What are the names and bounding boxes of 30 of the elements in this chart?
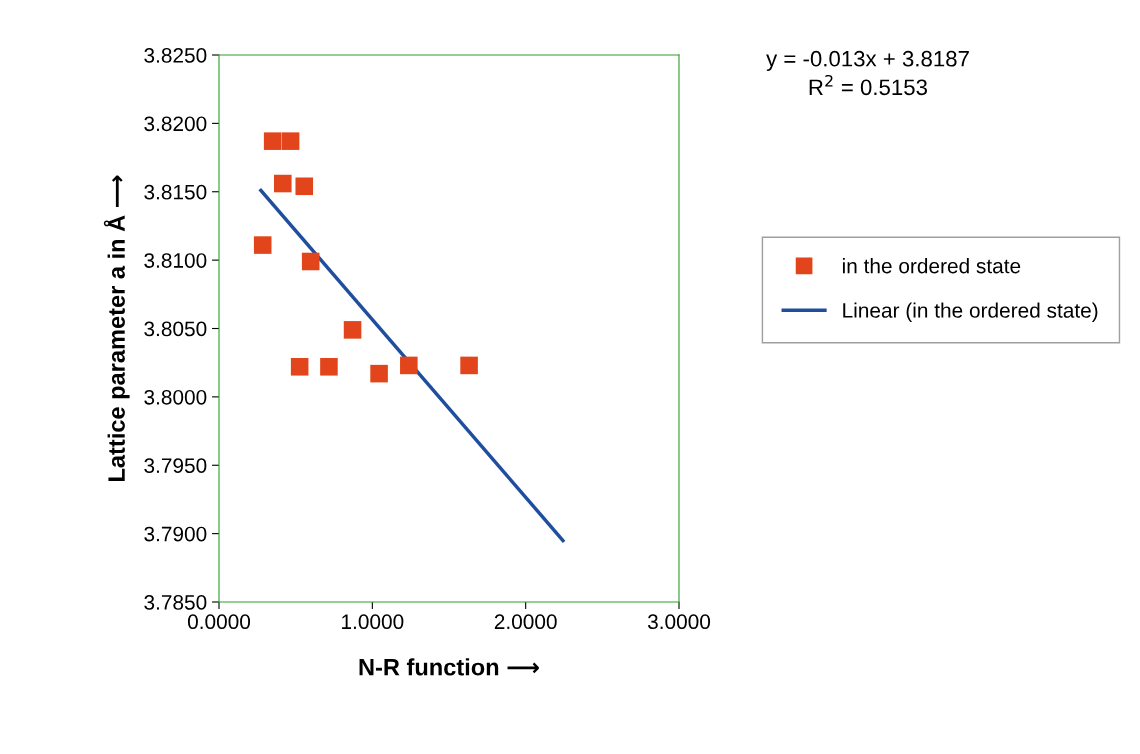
x-axis-title: N-R function ⟶: [359, 658, 539, 676]
text: y = -0.013x + 3.8187 R$^{2}$ = 0.5153: [766, 50, 969, 96]
y-tick-label: 3.8100: [144, 253, 207, 268]
y-tick-label: 3.7900: [144, 526, 207, 542]
point: [460, 356, 478, 375]
y-tick-label: 3.8050: [144, 321, 207, 337]
point: [301, 252, 320, 271]
point: [274, 174, 292, 193]
point: [370, 364, 388, 383]
point: [263, 132, 282, 150]
y-tick-label: 3.8000: [144, 389, 207, 405]
point: [253, 236, 272, 254]
x-tick-label: 0.0000: [187, 614, 251, 630]
point: [295, 177, 314, 196]
y-tick-label: 3.8250: [144, 48, 207, 63]
point: [343, 321, 362, 339]
point: [320, 358, 338, 376]
y-tick-label: 3.7850: [144, 595, 207, 610]
point: [290, 358, 309, 376]
point: [400, 356, 418, 375]
legend-label: in the ordered state: [842, 258, 1021, 274]
x-tick-label: 2.0000: [494, 614, 557, 630]
legend-label: Linear (in the ordered state): [843, 302, 1098, 322]
x-tick-label: 1.0000: [342, 614, 404, 630]
y-tick-label: 3.8200: [144, 116, 207, 132]
y-tick-label: 3.7950: [144, 458, 207, 473]
y-tick-label: 3.8150: [144, 184, 207, 200]
y-axis-title: Lattice parameter a in Å ⟶: [103, 175, 130, 481]
point: [281, 132, 300, 150]
x-tick-label: 3.0000: [647, 614, 711, 630]
